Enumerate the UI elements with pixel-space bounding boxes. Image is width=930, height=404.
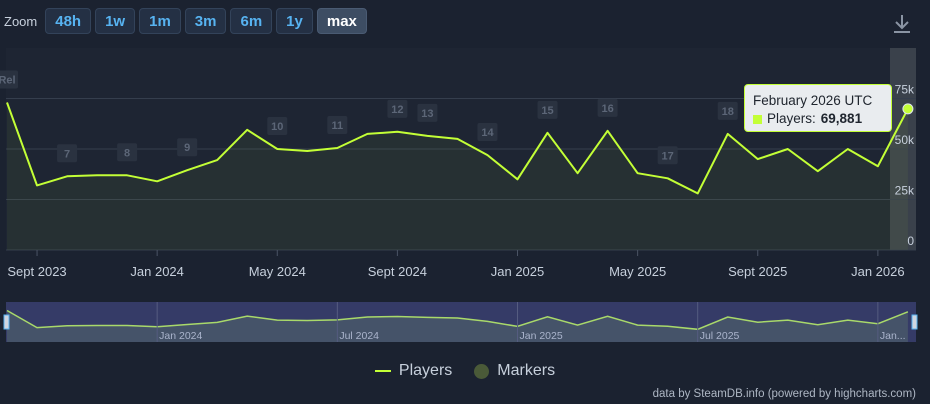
- y-tick-label: 25k: [895, 184, 915, 198]
- legend-item-markers[interactable]: Markers: [474, 362, 555, 380]
- marker-flag[interactable]: [417, 103, 438, 122]
- x-tick-label: May 2024: [249, 264, 306, 279]
- marker-flag[interactable]: [57, 144, 78, 163]
- x-tick-label: Jan 2026: [851, 264, 905, 279]
- legend-label-markers: Markers: [497, 362, 556, 379]
- marker-flag[interactable]: [717, 101, 738, 120]
- x-tick-label: Jan 2025: [491, 264, 545, 279]
- y-tick-label: 0: [907, 234, 914, 248]
- marker-flag[interactable]: [387, 99, 408, 118]
- navigator: Jan 2024 Jul 2024 Jan 2025 Jul 2025 Jan...: [3, 302, 918, 342]
- marker-label: 11: [332, 120, 344, 132]
- tooltip-value: 69,881: [820, 111, 863, 126]
- marker-flag[interactable]: [267, 117, 288, 135]
- zoom-max-button[interactable]: max: [316, 8, 367, 34]
- credit-text[interactable]: data by SteamDB.info (powered by highcha…: [652, 388, 916, 400]
- x-tick-label: Jan 2024: [130, 264, 184, 279]
- marker-label: 18: [722, 106, 734, 118]
- zoom-1y-button[interactable]: 1y: [276, 8, 313, 34]
- marker-flag[interactable]: [537, 100, 558, 119]
- marker-label: 14: [481, 127, 494, 139]
- navigator-label: Jan 2025: [520, 330, 563, 342]
- marker-label: 16: [601, 103, 613, 115]
- navigator-label: Jul 2025: [700, 330, 740, 342]
- marker-flag[interactable]: [597, 98, 618, 117]
- navigator-label: Jan...: [880, 330, 906, 342]
- marker-label: 8: [124, 147, 130, 159]
- marker-flag[interactable]: [477, 123, 498, 142]
- marker-label: 12: [391, 104, 403, 116]
- x-tick-label: Sept 2024: [368, 264, 427, 279]
- x-tick-label: Sept 2025: [728, 264, 787, 279]
- data-point[interactable]: [902, 103, 914, 115]
- marker-label: 17: [662, 150, 674, 162]
- tooltip-swatch: [753, 114, 762, 124]
- navigator-label: Jan 2024: [159, 330, 202, 342]
- legend-item-players[interactable]: Players: [374, 362, 453, 380]
- x-tick-label: May 2025: [609, 264, 666, 279]
- marker-label: 9: [184, 142, 190, 154]
- navigator-area: [7, 310, 908, 342]
- zoom-toolbar: Zoom 48h 1w 1m 3m 6m 1y max: [4, 8, 367, 34]
- zoom-label: Zoom: [4, 13, 38, 29]
- tooltip-series-label: Players:: [767, 111, 816, 126]
- marker-label: 13: [421, 108, 433, 120]
- navigator-label: Jul 2024: [339, 330, 379, 342]
- y-tick-label: 75k: [895, 83, 915, 97]
- marker-flag[interactable]: [327, 115, 348, 134]
- marker-label: 7: [64, 148, 70, 160]
- download-icon[interactable]: [890, 12, 914, 36]
- y-tick-label: 50k: [895, 133, 915, 147]
- navigator-right-handle[interactable]: [911, 314, 918, 330]
- zoom-1w-button[interactable]: 1w: [95, 8, 136, 34]
- zoom-1m-button[interactable]: 1m: [139, 8, 181, 34]
- players-line: [6, 102, 909, 195]
- marker-flag[interactable]: [0, 70, 18, 89]
- marker-flag[interactable]: [117, 143, 138, 162]
- zoom-3m-button[interactable]: 3m: [184, 8, 227, 34]
- zoom-48h-button[interactable]: 48h: [45, 8, 92, 34]
- marker-label: 10: [271, 121, 283, 133]
- navigator-left-handle[interactable]: [3, 314, 10, 330]
- legend: Players Markers: [0, 362, 930, 380]
- legend-label-players: Players: [398, 362, 453, 379]
- players-area: [7, 102, 908, 250]
- tooltip: February 2026 UTC Players: 69,881: [744, 84, 892, 132]
- marker-label: 15: [541, 105, 553, 117]
- tooltip-row: Players: 69,881: [753, 110, 883, 128]
- marker-flag[interactable]: [177, 138, 198, 157]
- marker-flag[interactable]: [657, 146, 678, 165]
- legend-dot-swatch: [474, 363, 490, 379]
- x-tick-label: Sept 2023: [7, 264, 66, 279]
- marker-label: Rel: [0, 75, 16, 87]
- legend-line-swatch: [374, 370, 391, 372]
- tooltip-title: February 2026 UTC: [753, 93, 873, 108]
- zoom-6m-button[interactable]: 6m: [230, 8, 273, 34]
